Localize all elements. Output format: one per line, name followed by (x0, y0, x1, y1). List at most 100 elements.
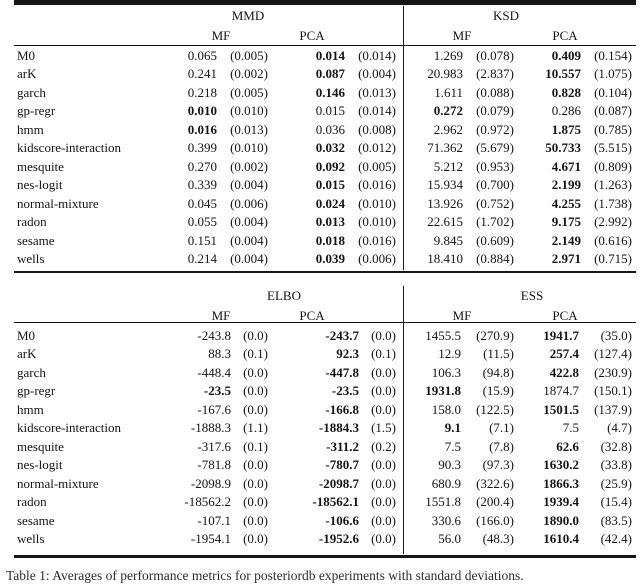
metric-value-cell: 0.013 (0.010) (268, 213, 396, 232)
metric-value-cell: 106.3 (94.8) (410, 364, 514, 383)
metric-mean: 4.255 (551, 195, 581, 211)
table-row: sesame -107.1 (0.0) -106.6 (0.0) 330.6 (166.0)… (14, 512, 632, 531)
metric-mean: 0.092 (315, 158, 345, 174)
group-header-row: ELBO ESS (14, 286, 632, 306)
metric-value-cell: -18562.1 (0.0) (268, 493, 396, 512)
metric-std: (0.0) (243, 475, 268, 491)
metric-std: (0.809) (594, 158, 632, 174)
metric-mean: -317.6 (197, 438, 231, 454)
metric-std: (0.0) (243, 512, 268, 528)
metric-value-cell: 7.5 (7.8) (410, 438, 514, 457)
metric-mean: 0.055 (187, 214, 217, 229)
metric-value-cell: -2098.9 (0.0) (152, 475, 268, 494)
metric-mean: 0.272 (433, 103, 463, 118)
metric-mean: 0.151 (187, 232, 217, 248)
metric-std: (0.0) (243, 531, 268, 546)
metric-mean: 12.9 (438, 346, 461, 361)
metric-std: (0.785) (594, 121, 632, 137)
metric-mean: 7.5 (562, 420, 579, 435)
metric-std: (1.263) (594, 177, 632, 192)
metric-value-cell: 0.016 (0.013) (152, 121, 268, 140)
model-name: wells (17, 531, 45, 546)
spacer (14, 6, 152, 26)
metric-std: (1.1) (243, 420, 268, 435)
spacer (14, 286, 152, 306)
metric-value-cell: 1.269 (0.078) (410, 47, 514, 66)
metric-mean: 330.6 (431, 512, 461, 528)
table-row: kidscore-interaction 0.399 (0.010) 0.032 (0.… (14, 139, 632, 158)
model-name: sesame (17, 512, 55, 528)
model-name: garch (17, 364, 46, 380)
metric-value-cell: 5.212 (0.953) (410, 158, 514, 177)
metric-std: (0.005) (230, 47, 268, 63)
metric-value-cell: -781.8 (0.0) (152, 456, 268, 475)
metric-mean: 0.214 (187, 251, 217, 266)
metric-value-cell: 22.615 (1.702) (410, 213, 514, 232)
metric-std: (0.715) (594, 251, 632, 266)
metric-mean: 0.032 (315, 140, 345, 155)
model-name: arK (17, 66, 37, 81)
metric-value-cell: 0.214 (0.004) (152, 250, 268, 269)
metric-std: (0.010) (358, 214, 396, 229)
model-name: hmm (17, 121, 44, 137)
metric-value-cell: -23.5 (0.0) (268, 382, 396, 401)
metric-mean: 1630.2 (543, 457, 579, 472)
metric-mean: 0.015 (315, 103, 345, 118)
metric-std: (94.8) (482, 364, 514, 380)
metric-mean: 88.3 (208, 346, 231, 361)
metric-value-cell: 0.151 (0.004) (152, 232, 268, 251)
metric-mean: 0.065 (187, 47, 217, 63)
metric-mean: 0.828 (551, 84, 581, 100)
metric-mean: 71.362 (427, 140, 463, 155)
metric-value-cell: 1455.5 (270.9) (410, 327, 514, 346)
metric-mean: 15.934 (427, 177, 463, 192)
figure-caption: Table 1: Averages of performance metrics… (6, 568, 524, 583)
metric-std: (1.738) (594, 195, 632, 211)
metric-std: (7.8) (489, 438, 514, 454)
column-group-ksd: KSD (492, 8, 519, 23)
metric-value-cell: 0.409 (0.154) (514, 47, 632, 66)
metric-value-cell: 1630.2 (33.8) (514, 456, 632, 475)
metric-value-cell: 0.399 (0.010) (152, 139, 268, 158)
metric-value-cell: 18.410 (0.884) (410, 250, 514, 269)
metric-std: (0.972) (476, 121, 514, 137)
metric-mean: 1941.7 (543, 327, 579, 343)
metric-value-cell: 0.087 (0.004) (268, 65, 396, 84)
metric-std: (0.014) (358, 103, 396, 118)
subheader-ess-pca: PCA (552, 308, 578, 323)
metric-value-cell: 7.5 (4.7) (514, 419, 632, 438)
metric-mean: 22.615 (427, 214, 463, 229)
metric-std: (0.013) (358, 84, 396, 100)
metric-value-cell: 50.733 (5.515) (514, 139, 632, 158)
metric-value-cell: 56.0 (48.3) (410, 530, 514, 549)
metric-mean: 1866.3 (543, 475, 579, 491)
metric-value-cell: 9.1 (7.1) (410, 419, 514, 438)
metric-mean: 9.845 (433, 232, 463, 248)
metric-value-cell: -23.5 (0.0) (152, 382, 268, 401)
table-bottom-rule (14, 555, 636, 559)
subheader-ess-mf: MF (452, 308, 472, 323)
metric-mean: 2.962 (433, 121, 463, 137)
metric-value-cell: 2.149 (0.616) (514, 232, 632, 251)
metric-value-cell: -2098.7 (0.0) (268, 475, 396, 494)
model-name: gp-regr (17, 103, 56, 118)
metric-std: (0.0) (371, 364, 396, 380)
metric-std: (97.3) (482, 457, 514, 472)
model-name: sesame (17, 232, 55, 248)
metric-mean: 0.010 (187, 103, 217, 118)
metric-std: (122.5) (476, 401, 514, 417)
metric-std: (83.5) (600, 512, 632, 528)
metric-std: (0.005) (230, 84, 268, 100)
metric-value-cell: 330.6 (166.0) (410, 512, 514, 531)
table-row: mesquite -317.6 (0.1) -311.2 (0.2) 7.5 (7.8) 62… (14, 438, 632, 457)
metric-std: (0.700) (476, 177, 514, 192)
metric-value-cell: 0.015 (0.014) (268, 102, 396, 121)
table-row: hmm 0.016 (0.013) 0.036 (0.008) 2.962 (0.972) 1… (14, 121, 632, 140)
metric-mean: 0.013 (315, 214, 345, 229)
model-name: wells (17, 251, 45, 266)
metric-std: (0.154) (594, 47, 632, 63)
metric-std: (0.1) (371, 346, 396, 361)
metric-std: (0.078) (476, 47, 514, 63)
metric-value-cell: 0.045 (0.006) (152, 195, 268, 214)
model-name: normal-mixture (17, 475, 99, 491)
